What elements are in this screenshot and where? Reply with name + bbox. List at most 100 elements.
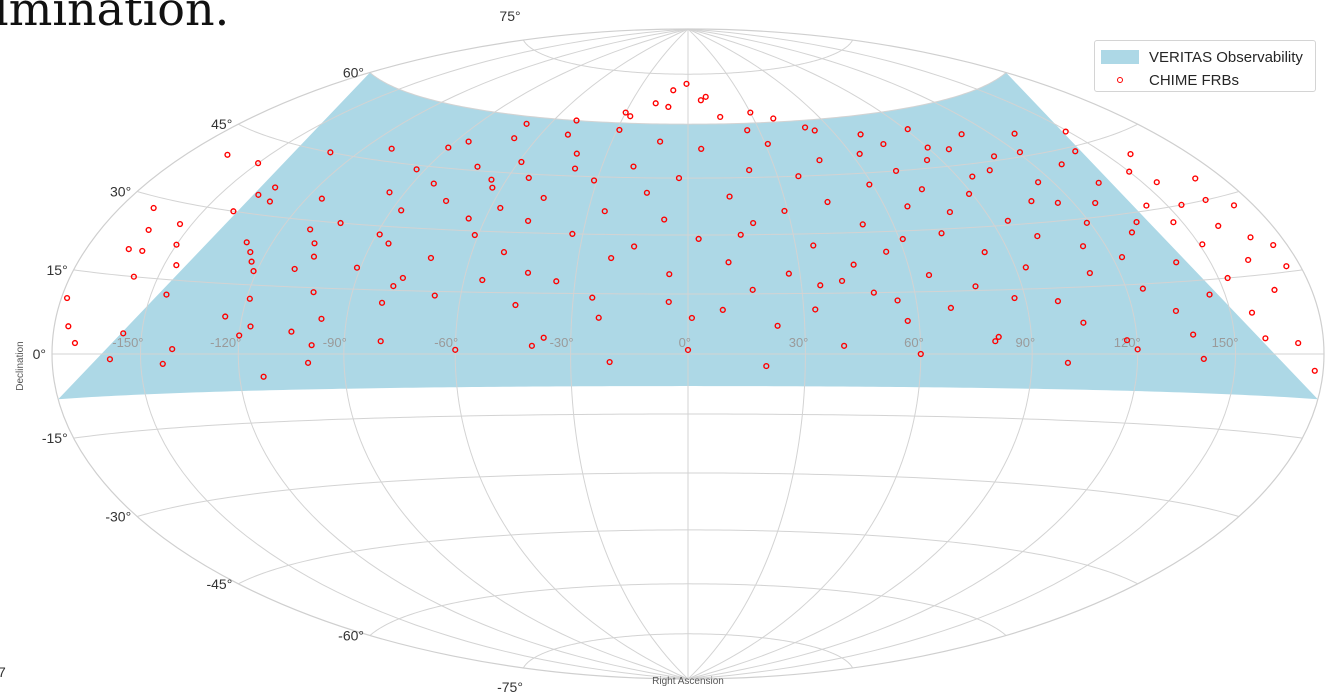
frb-point <box>130 273 137 280</box>
frb-point <box>737 231 744 238</box>
legend-marker-frbs <box>1101 73 1139 87</box>
frb-point <box>528 342 535 349</box>
dec-tick-label: 45° <box>211 116 232 132</box>
frb-point <box>159 360 166 367</box>
frb-point <box>684 346 692 354</box>
frb-point <box>670 87 677 94</box>
frb-point <box>1035 179 1042 186</box>
meridian-gridline <box>687 28 1139 680</box>
frb-point <box>770 115 777 122</box>
dec-tick-label: -75° <box>497 679 523 695</box>
frb-point <box>442 197 450 205</box>
frb-point <box>947 304 955 311</box>
frb-point <box>838 277 846 285</box>
frb-point <box>540 194 547 202</box>
frb-point <box>318 195 325 202</box>
frb-point <box>622 109 629 116</box>
dec-tick-label: -15° <box>42 430 68 446</box>
legend-label-frbs: CHIME FRBs <box>1149 71 1239 89</box>
dec-tick-label: 30° <box>110 184 131 200</box>
frb-point <box>1173 259 1180 266</box>
frb-point <box>430 180 437 187</box>
frb-point <box>452 346 459 353</box>
meridian-gridline <box>570 28 689 680</box>
frb-point <box>266 198 274 205</box>
ra-tick-label: -90° <box>323 335 347 350</box>
frb-point <box>431 292 438 299</box>
frb-point <box>763 362 770 370</box>
frb-point <box>1118 254 1126 261</box>
frb-point <box>627 113 634 120</box>
frb-point <box>866 181 873 188</box>
frb-point <box>1295 339 1302 347</box>
frb-point <box>892 167 900 175</box>
meridian-gridline <box>139 28 689 680</box>
frb-point <box>744 127 751 134</box>
dec-tick-label: 0° <box>33 346 46 362</box>
frb-point <box>652 100 659 107</box>
frb-point <box>1139 285 1146 292</box>
frb-point <box>856 150 863 158</box>
frb-point <box>992 338 999 345</box>
frb-point <box>1126 168 1133 175</box>
frb-point <box>1011 130 1018 137</box>
frb-point <box>145 226 152 234</box>
frb-point <box>795 173 802 180</box>
frb-point <box>785 270 792 277</box>
frb-point <box>524 217 532 225</box>
ra-tick-label: 150° <box>1212 335 1239 350</box>
frb-point <box>236 332 243 339</box>
frb-point <box>176 220 184 228</box>
projection-boundary <box>51 28 1325 680</box>
frb-point <box>1143 202 1150 209</box>
frb-point <box>173 262 180 269</box>
frb-point <box>969 173 976 180</box>
frb-point <box>243 239 250 246</box>
frb-point <box>272 184 279 191</box>
frb-point <box>471 231 478 239</box>
frb-point <box>288 328 295 335</box>
frb-point <box>883 248 890 255</box>
frb-point <box>230 208 237 215</box>
ra-tick-label: -120° <box>210 335 241 350</box>
frb-point <box>390 283 397 290</box>
frb-point <box>1202 196 1209 204</box>
frb-point <box>222 313 229 320</box>
frb-point <box>224 151 231 158</box>
ra-tick-label: 30° <box>789 335 809 350</box>
frb-point <box>595 314 602 321</box>
frb-point <box>749 286 756 293</box>
frb-point <box>125 245 132 253</box>
frb-point <box>781 207 788 215</box>
ra-tick-label: -150° <box>112 335 143 350</box>
frb-point <box>337 219 344 227</box>
frb-point <box>945 146 953 153</box>
frb-point <box>746 167 753 174</box>
dec-tick-label: -45° <box>206 576 232 592</box>
frb-point <box>255 191 262 198</box>
dec-tick-label: 15° <box>47 262 68 278</box>
frb-point <box>1058 161 1065 168</box>
frb-point <box>904 203 911 210</box>
frb-point <box>675 175 683 182</box>
dec-tick-label: -30° <box>105 509 131 525</box>
frb-point <box>665 298 672 306</box>
meridian-gridline <box>237 28 689 680</box>
frb-point <box>1028 198 1035 205</box>
frb-point <box>894 297 901 304</box>
frb-point <box>260 373 267 380</box>
frb-point <box>986 167 993 174</box>
projection-outline <box>51 28 1325 680</box>
frb-point <box>1199 241 1206 248</box>
frb-point <box>811 127 818 134</box>
frb-point <box>946 208 954 216</box>
frb-point <box>413 166 420 173</box>
frb-point <box>719 306 726 314</box>
frb-point <box>1072 148 1079 155</box>
frb-point <box>353 264 361 271</box>
meridian-gridline <box>687 28 922 680</box>
frb-point <box>899 235 906 243</box>
frb-point <box>1054 199 1061 206</box>
frb-point <box>518 158 525 166</box>
frb-point <box>725 259 732 266</box>
